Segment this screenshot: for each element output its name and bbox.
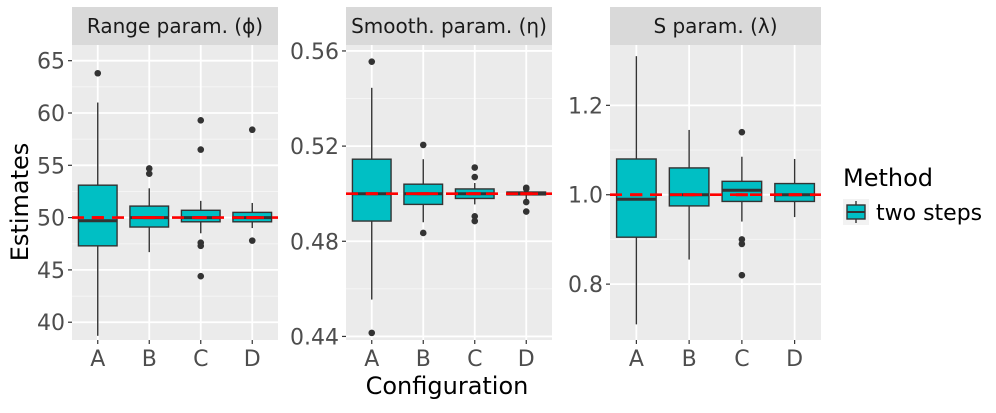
y-tick-label: 0.48 <box>290 230 339 255</box>
y-axis-title: Estimates <box>6 143 34 262</box>
y-tick-label: 40 <box>37 311 65 336</box>
outlier-point <box>145 165 153 172</box>
legend-entries: two steps <box>843 199 982 226</box>
facet-panel-1: Range param. (ϕ) 40 45 50 55 60 65 A B C D <box>37 7 278 372</box>
boxplot-B <box>668 129 710 260</box>
facet-strip-label: Range param. (ϕ) <box>87 14 263 38</box>
x-tick-label: D <box>244 347 261 372</box>
outlier-point <box>248 126 256 134</box>
outlier-point <box>738 240 746 248</box>
outlier-point <box>738 271 746 279</box>
x-tick-label: B <box>416 347 431 372</box>
outlier-point <box>94 69 102 77</box>
boxplot-B <box>129 165 170 253</box>
facet-panel-2: Smooth. param. (η) 0.44 0.48 0.52 0.56 A B C D <box>290 7 552 372</box>
x-tick-label: C <box>734 347 749 372</box>
box <box>668 167 710 207</box>
outlier-point <box>522 198 530 206</box>
x-tick-label: C <box>193 347 208 372</box>
x-tick-label: B <box>142 347 157 372</box>
outlier-point <box>419 229 427 237</box>
x-tick-label: D <box>518 347 535 372</box>
outlier-point <box>471 217 479 225</box>
outlier-point <box>522 208 530 215</box>
x-tick-label: A <box>364 347 379 372</box>
legend-label: two steps <box>876 201 982 226</box>
y-tick-label: 60 <box>37 102 65 127</box>
y-tick-label: 0.8 <box>568 273 603 298</box>
y-tick-label: 65 <box>37 50 65 75</box>
x-tick-label: B <box>682 347 697 372</box>
box <box>351 158 392 222</box>
outlier-point <box>368 58 376 65</box>
outlier-point <box>197 242 205 250</box>
legend-title: Method <box>843 164 933 192</box>
outlier-point <box>368 329 376 337</box>
outlier-point <box>145 170 153 177</box>
outlier-point <box>419 141 427 149</box>
x-tick-label: A <box>90 347 105 372</box>
box <box>77 184 118 247</box>
x-axis-title: Configuration <box>366 372 529 400</box>
outlier-point <box>197 117 205 124</box>
x-tick-label: D <box>786 347 803 372</box>
boxplot-A <box>351 58 392 337</box>
x-tick-label: A <box>629 347 644 372</box>
outlier-point <box>738 128 746 136</box>
facet-strip <box>72 7 278 45</box>
y-tick-label: 0.44 <box>290 325 339 350</box>
y-tick-label: 50 <box>37 207 65 232</box>
facet-strip <box>346 7 552 45</box>
facet-panel-3: S param. (λ) 0.8 1.0 1.2 A B C D <box>568 7 821 372</box>
facet-strip-label: S param. (λ) <box>653 14 777 38</box>
outlier-point <box>522 185 530 193</box>
boxplot-C <box>721 128 763 279</box>
boxplot-A <box>77 69 118 336</box>
box <box>774 182 816 203</box>
facet-strip-label: Smooth. param. (η) <box>351 14 547 38</box>
outlier-point <box>471 164 479 171</box>
y-tick-label: 55 <box>37 154 65 179</box>
facet-strip <box>610 7 821 45</box>
y-tick-label: 1.0 <box>568 184 603 209</box>
outlier-point <box>197 146 205 153</box>
x-tick-label: C <box>467 347 482 372</box>
outlier-point <box>248 237 256 244</box>
y-tick-label: 1.2 <box>568 94 603 119</box>
y-tick-label: 45 <box>37 259 65 284</box>
outlier-point <box>471 173 479 181</box>
box <box>180 209 221 223</box>
y-tick-label: 0.56 <box>290 40 339 65</box>
outlier-point <box>197 272 205 280</box>
outlier-point <box>471 212 479 220</box>
y-tick-label: 0.52 <box>290 135 339 160</box>
